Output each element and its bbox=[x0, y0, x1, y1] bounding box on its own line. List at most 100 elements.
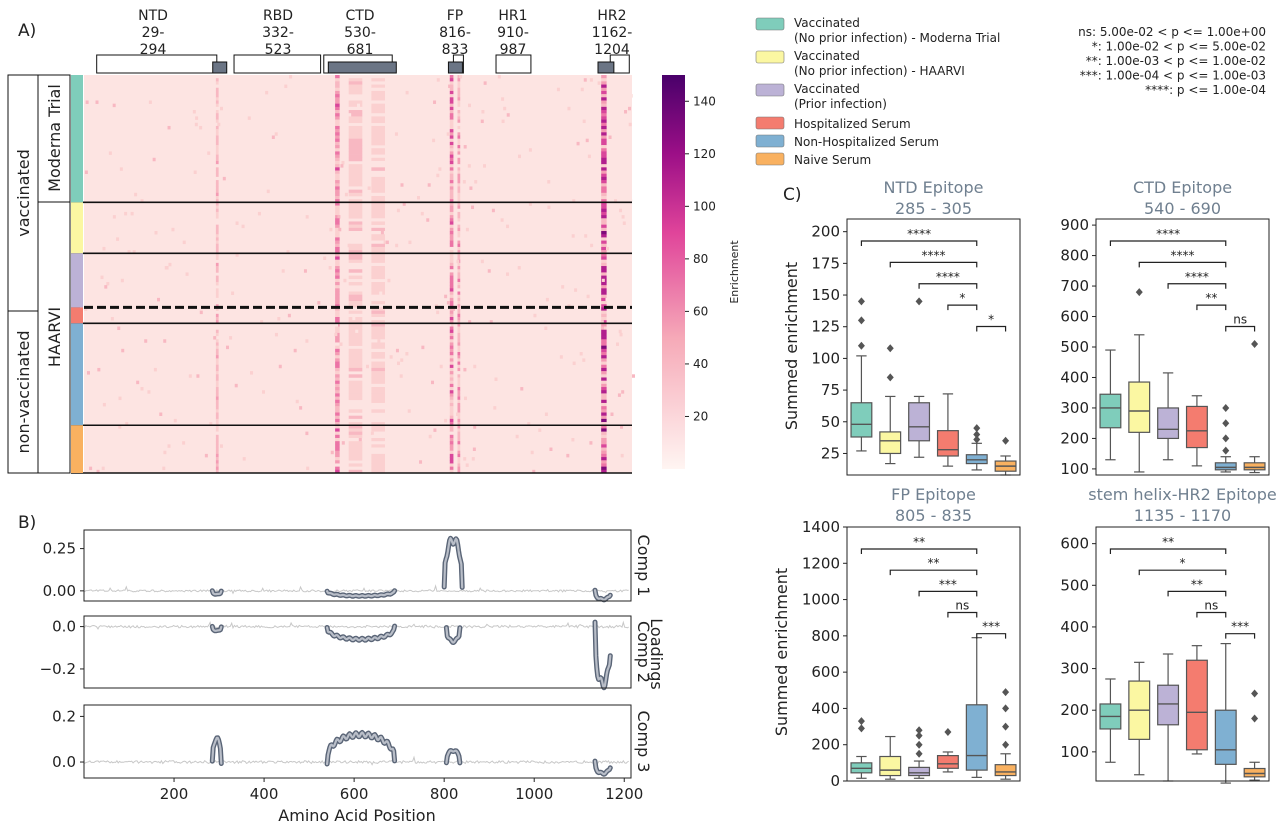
heatmap-cell bbox=[335, 269, 340, 273]
boxplot-ytick-label: 1400 bbox=[802, 518, 840, 536]
heatmap-cell bbox=[163, 450, 167, 455]
heatmap-cell bbox=[215, 192, 219, 197]
heatmap-cell bbox=[590, 243, 594, 248]
colorbar-tick-label: 140 bbox=[693, 94, 716, 108]
heatmap-cell bbox=[457, 269, 461, 273]
heatmap-cell bbox=[286, 250, 290, 254]
significance-bracket bbox=[889, 569, 978, 576]
heatmap-cell bbox=[457, 75, 461, 79]
heatmap-cell bbox=[463, 367, 467, 372]
heatmap-cell bbox=[601, 377, 607, 381]
heatmap-cell bbox=[215, 336, 219, 340]
heatmap-cell bbox=[335, 390, 340, 394]
heatmap-cell bbox=[348, 256, 363, 260]
heatmap-cell bbox=[449, 307, 454, 311]
epitope-mark bbox=[597, 61, 615, 74]
epitope-mark bbox=[212, 61, 228, 74]
box-flier bbox=[1222, 434, 1230, 443]
heatmap-cell bbox=[620, 425, 624, 429]
significance-label: **** bbox=[936, 270, 960, 284]
significance-bracket bbox=[947, 611, 978, 618]
significance-bracket bbox=[860, 240, 978, 246]
heatmap-cell bbox=[416, 195, 420, 200]
heatmap-cell bbox=[215, 393, 219, 397]
box bbox=[879, 431, 902, 455]
significance-label: ** bbox=[1191, 577, 1203, 591]
heatmap-cell bbox=[335, 110, 340, 114]
heatmap-cell bbox=[215, 211, 219, 216]
heatmap-cell bbox=[457, 326, 461, 331]
heatmap-cell bbox=[550, 463, 554, 467]
heatmap-cell bbox=[601, 240, 607, 245]
heatmap-cell bbox=[457, 87, 461, 92]
heatmap-cell bbox=[449, 164, 454, 168]
legend-label: Vaccinated bbox=[794, 16, 860, 30]
boxplot-ytick-label: 50 bbox=[821, 413, 840, 431]
heatmap-cell bbox=[457, 387, 461, 391]
heatmap-cell bbox=[601, 221, 607, 225]
heatmap-cell bbox=[348, 170, 363, 175]
heatmap-cell bbox=[335, 399, 340, 404]
colorbar-tick-label: 60 bbox=[693, 304, 708, 318]
heatmap-cell bbox=[371, 345, 385, 350]
heatmap-cell bbox=[601, 269, 607, 273]
heatmap-group-swatches bbox=[71, 75, 83, 473]
heatmap-cell bbox=[371, 240, 385, 245]
legend-swatch bbox=[755, 152, 785, 166]
significance-bracket bbox=[1225, 325, 1256, 332]
heatmap-cell bbox=[335, 402, 340, 407]
heatmap-cell bbox=[90, 355, 94, 359]
region-name-rbd: RBD bbox=[263, 8, 293, 24]
colorbar-tick-label: 20 bbox=[693, 409, 708, 423]
heatmap-cell bbox=[457, 297, 461, 302]
heatmap-cell bbox=[357, 103, 361, 108]
heatmap-cell bbox=[527, 422, 531, 426]
heatmap-cell bbox=[601, 371, 607, 375]
significance-bracket bbox=[947, 304, 978, 311]
heatmap-cell bbox=[449, 320, 454, 324]
heatmap-cell bbox=[127, 250, 131, 254]
heatmap-cell bbox=[457, 221, 461, 225]
heatmap-cell bbox=[601, 434, 607, 439]
heatmap-cell bbox=[335, 444, 340, 448]
heatmap-cell bbox=[449, 323, 454, 327]
heatmap-cell bbox=[371, 113, 385, 117]
heatmap-cell bbox=[529, 358, 533, 362]
heatmap-cell bbox=[483, 164, 487, 168]
heatmap-cell bbox=[457, 250, 461, 254]
heatmap-cell bbox=[299, 406, 303, 410]
heatmap-cell bbox=[396, 189, 400, 194]
heatmap-cell bbox=[341, 160, 345, 165]
legend-swatch bbox=[755, 17, 785, 31]
heatmap-cell bbox=[215, 157, 219, 162]
heatmap-cell bbox=[471, 457, 475, 461]
heatmap-cell bbox=[348, 211, 363, 216]
heatmap-cell bbox=[335, 355, 340, 359]
heatmap-cell bbox=[408, 240, 412, 245]
heatmap-cell bbox=[371, 151, 385, 155]
heatmap-cell bbox=[182, 367, 186, 372]
heatmap-cell bbox=[371, 195, 385, 200]
heatmap-cell bbox=[601, 329, 607, 334]
heatmap-cell bbox=[449, 288, 454, 292]
heatmap-cell bbox=[601, 320, 607, 324]
heatmap-cell bbox=[439, 364, 443, 369]
heatmap-cell bbox=[601, 294, 607, 299]
heatmap-cell bbox=[449, 444, 454, 448]
heatmap-cell bbox=[449, 205, 454, 210]
heatmap-cell bbox=[449, 332, 454, 337]
heatmap-cell bbox=[335, 208, 340, 213]
heatmap-cell bbox=[457, 428, 461, 432]
component-3-epitope-1 bbox=[211, 736, 223, 765]
heatmap-cell bbox=[371, 418, 385, 423]
heatmap-cell bbox=[101, 466, 105, 471]
heatmap-cell bbox=[371, 374, 385, 378]
box-flier bbox=[886, 344, 894, 353]
heatmap-cell bbox=[449, 221, 454, 225]
heatmap-cell bbox=[241, 224, 245, 229]
heatmap-cell bbox=[215, 173, 219, 178]
heatmap-cell bbox=[215, 291, 219, 295]
heatmap-cell bbox=[428, 434, 432, 439]
heatmap-cell bbox=[362, 231, 366, 235]
heatmap-cell bbox=[463, 457, 467, 461]
